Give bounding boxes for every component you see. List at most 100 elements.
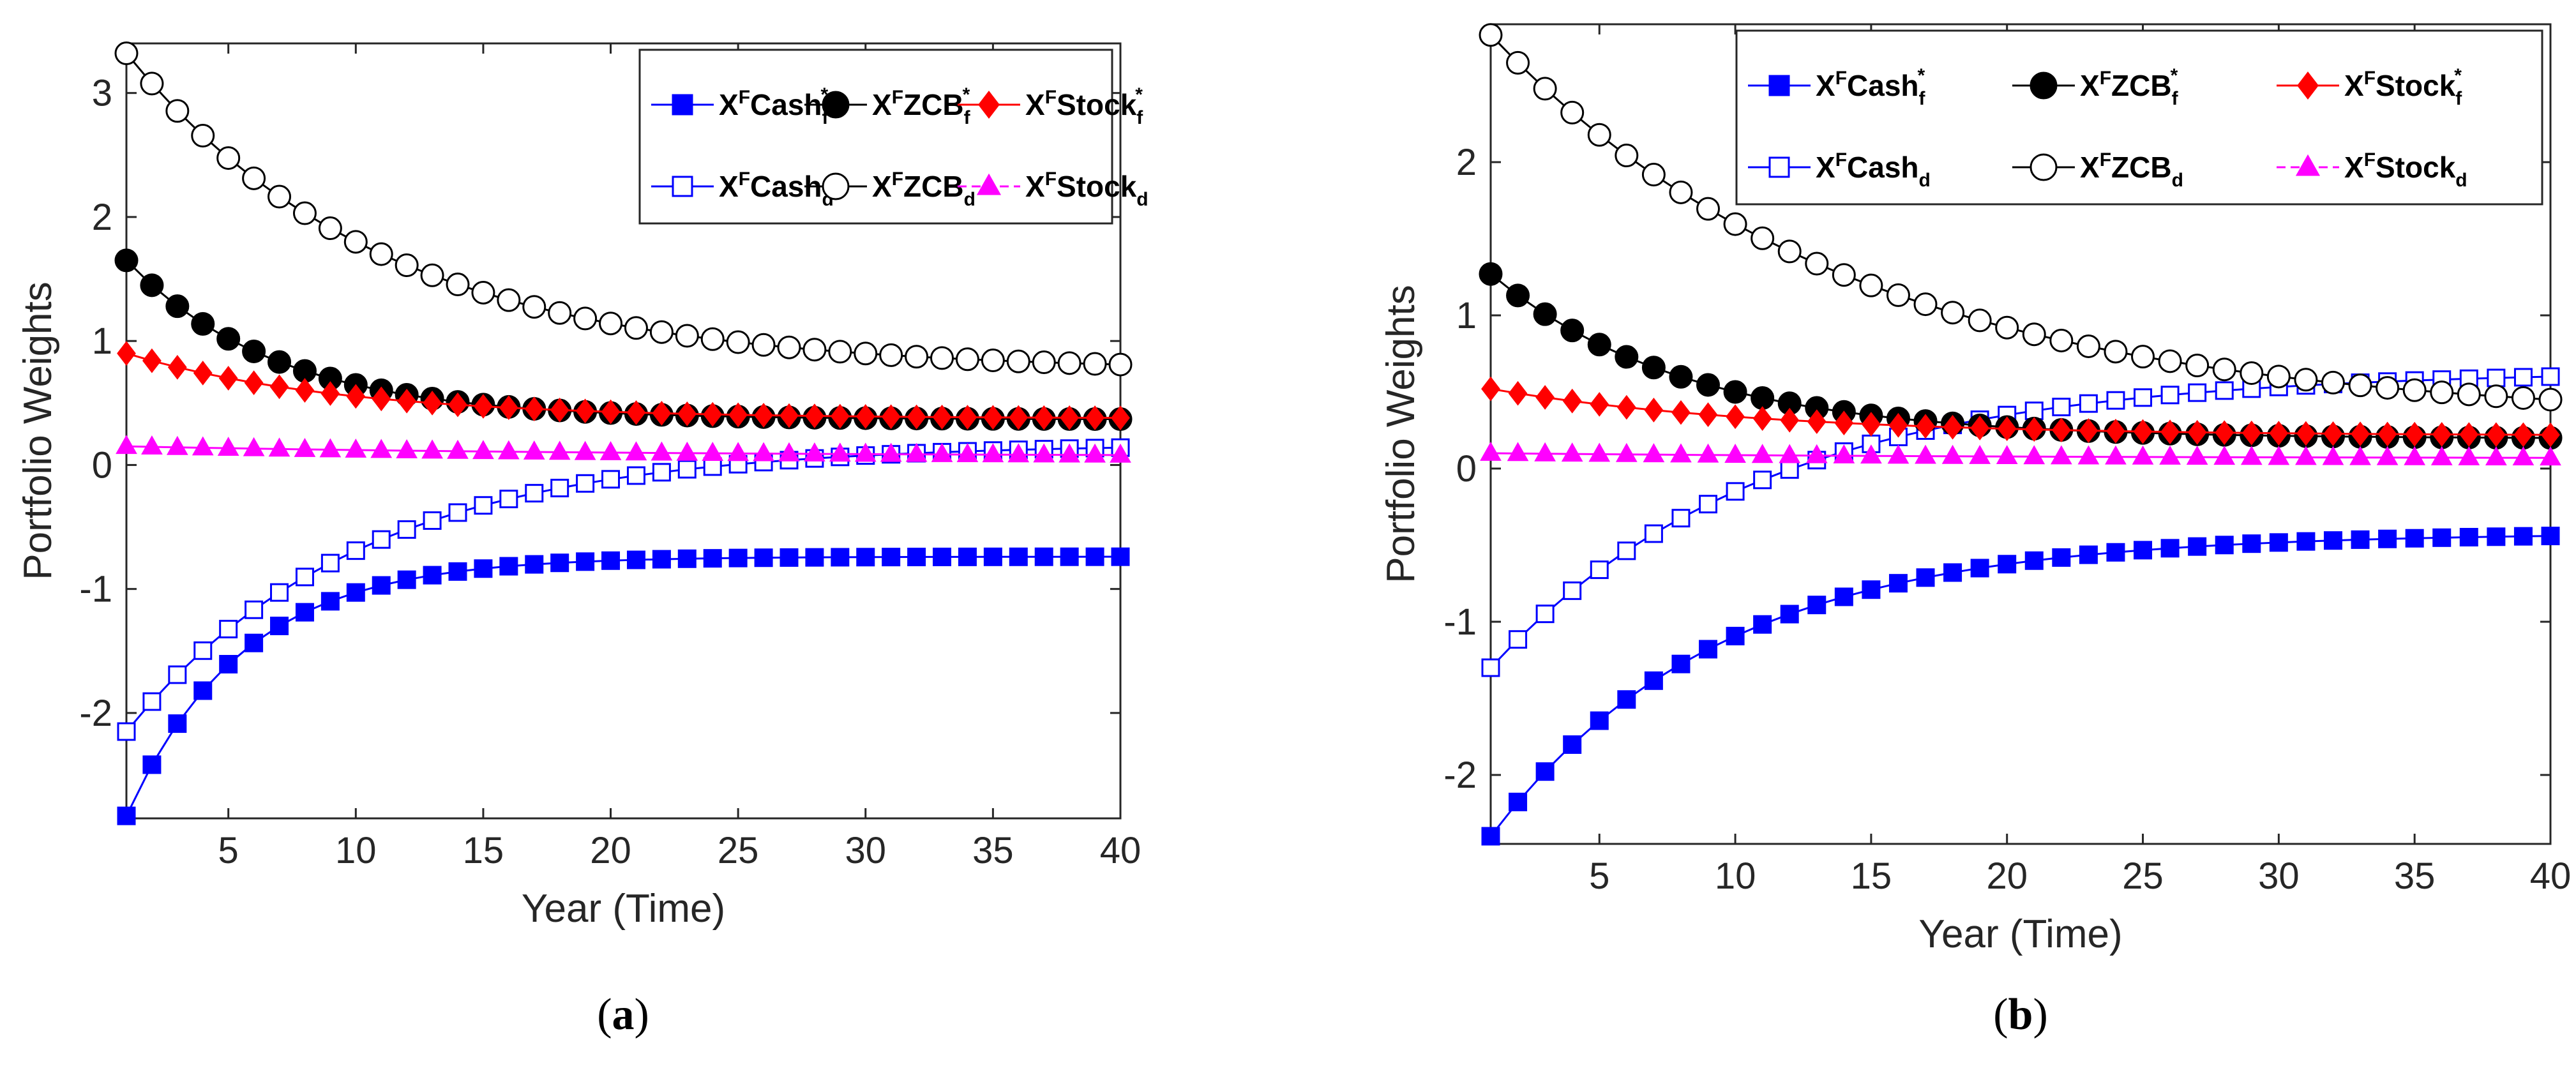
data-point xyxy=(397,520,416,539)
data-point xyxy=(2024,402,2044,421)
data-point xyxy=(2242,534,2261,553)
series-line xyxy=(1490,452,2551,459)
data-point xyxy=(116,435,137,455)
data-point xyxy=(2105,445,2127,465)
data-point xyxy=(1590,392,1609,417)
legend-label: XFCashd xyxy=(1816,149,1931,191)
legend-item: XFCashf* xyxy=(1748,65,1926,109)
data-point xyxy=(1032,350,1056,375)
data-point xyxy=(345,439,367,458)
data-point xyxy=(1590,560,1609,580)
data-point xyxy=(193,681,213,700)
x-tick-label: 5 xyxy=(1589,855,1609,897)
legend-item: XFZCBd xyxy=(804,169,975,210)
legend-marker xyxy=(822,172,850,200)
data-point xyxy=(2295,446,2317,465)
y-tick-label: -2 xyxy=(79,693,112,734)
data-point xyxy=(1535,762,1555,781)
data-point xyxy=(193,641,213,660)
data-point xyxy=(1997,416,2017,442)
data-point xyxy=(2051,417,2071,443)
data-point xyxy=(958,547,977,566)
legend-marker xyxy=(978,91,1000,119)
data-point xyxy=(2487,368,2506,387)
legend-marker xyxy=(2030,71,2058,100)
data-point xyxy=(295,378,315,403)
data-point xyxy=(193,361,213,386)
y-tick-label: -2 xyxy=(1443,755,1477,796)
data-point xyxy=(318,216,342,241)
data-point xyxy=(2049,328,2074,352)
data-point xyxy=(245,633,264,652)
data-point xyxy=(1887,444,1909,464)
data-point xyxy=(397,570,416,589)
y-tick-label: 0 xyxy=(92,444,112,486)
data-point xyxy=(1644,671,1663,690)
panel-caption: (b) xyxy=(1993,990,2048,1039)
data-point xyxy=(2052,398,2071,417)
data-point xyxy=(652,463,671,482)
data-point xyxy=(1481,827,1500,846)
data-point xyxy=(524,396,544,421)
data-point xyxy=(474,559,493,578)
data-point xyxy=(295,567,314,587)
data-point xyxy=(652,400,672,426)
data-point xyxy=(624,316,648,340)
data-point xyxy=(981,349,1005,373)
series-line xyxy=(1489,34,2551,401)
data-point xyxy=(167,354,187,380)
data-point xyxy=(2052,548,2071,567)
legend-item: XFZCBf* xyxy=(804,84,971,128)
data-point xyxy=(1915,444,1936,464)
data-point xyxy=(2022,322,2046,347)
x-tick-label: 10 xyxy=(335,830,377,871)
data-point xyxy=(2158,349,2182,373)
legend-label: XFZCBd xyxy=(2080,149,2183,191)
data-point xyxy=(2241,420,2261,446)
data-point xyxy=(2240,361,2264,385)
data-point xyxy=(2321,370,2345,394)
data-point xyxy=(2215,420,2234,446)
data-point xyxy=(1057,351,1081,375)
data-point xyxy=(1671,509,1691,528)
data-point xyxy=(423,391,442,416)
data-point xyxy=(2240,446,2263,465)
legend-item: XFStockd xyxy=(958,169,1149,210)
data-point xyxy=(573,306,598,331)
data-point xyxy=(267,350,292,374)
data-point xyxy=(141,435,163,455)
legend-item: XFCashd xyxy=(1748,149,1931,191)
data-point xyxy=(1506,283,1530,308)
data-point xyxy=(142,692,162,711)
data-point xyxy=(242,166,266,190)
data-point xyxy=(372,576,391,595)
data-point xyxy=(142,348,162,373)
data-point xyxy=(1587,333,1611,357)
data-point xyxy=(2104,340,2128,364)
data-point xyxy=(448,503,467,522)
data-point xyxy=(2376,376,2400,400)
data-point xyxy=(777,335,801,359)
data-point xyxy=(2269,421,2289,446)
data-point xyxy=(2132,445,2154,465)
data-point xyxy=(1805,252,1829,276)
data-point xyxy=(2457,382,2481,407)
series-line xyxy=(125,555,1121,816)
data-point xyxy=(1833,444,1855,463)
data-point xyxy=(726,330,750,354)
data-point xyxy=(1699,640,1718,659)
data-point xyxy=(2187,419,2207,445)
legend-label: XFZCBf* xyxy=(872,84,971,128)
series-line xyxy=(1489,535,2551,837)
data-point xyxy=(474,394,493,419)
y-tick-label: 1 xyxy=(1456,295,1477,336)
x-tick-label: 35 xyxy=(972,830,1014,871)
x-tick-label: 30 xyxy=(845,830,887,871)
data-point xyxy=(1111,405,1130,430)
data-point xyxy=(2404,446,2426,465)
data-point xyxy=(983,547,1002,566)
data-point xyxy=(1805,444,1828,463)
data-point xyxy=(191,312,215,336)
data-point xyxy=(2402,378,2427,402)
data-point xyxy=(2024,417,2044,442)
